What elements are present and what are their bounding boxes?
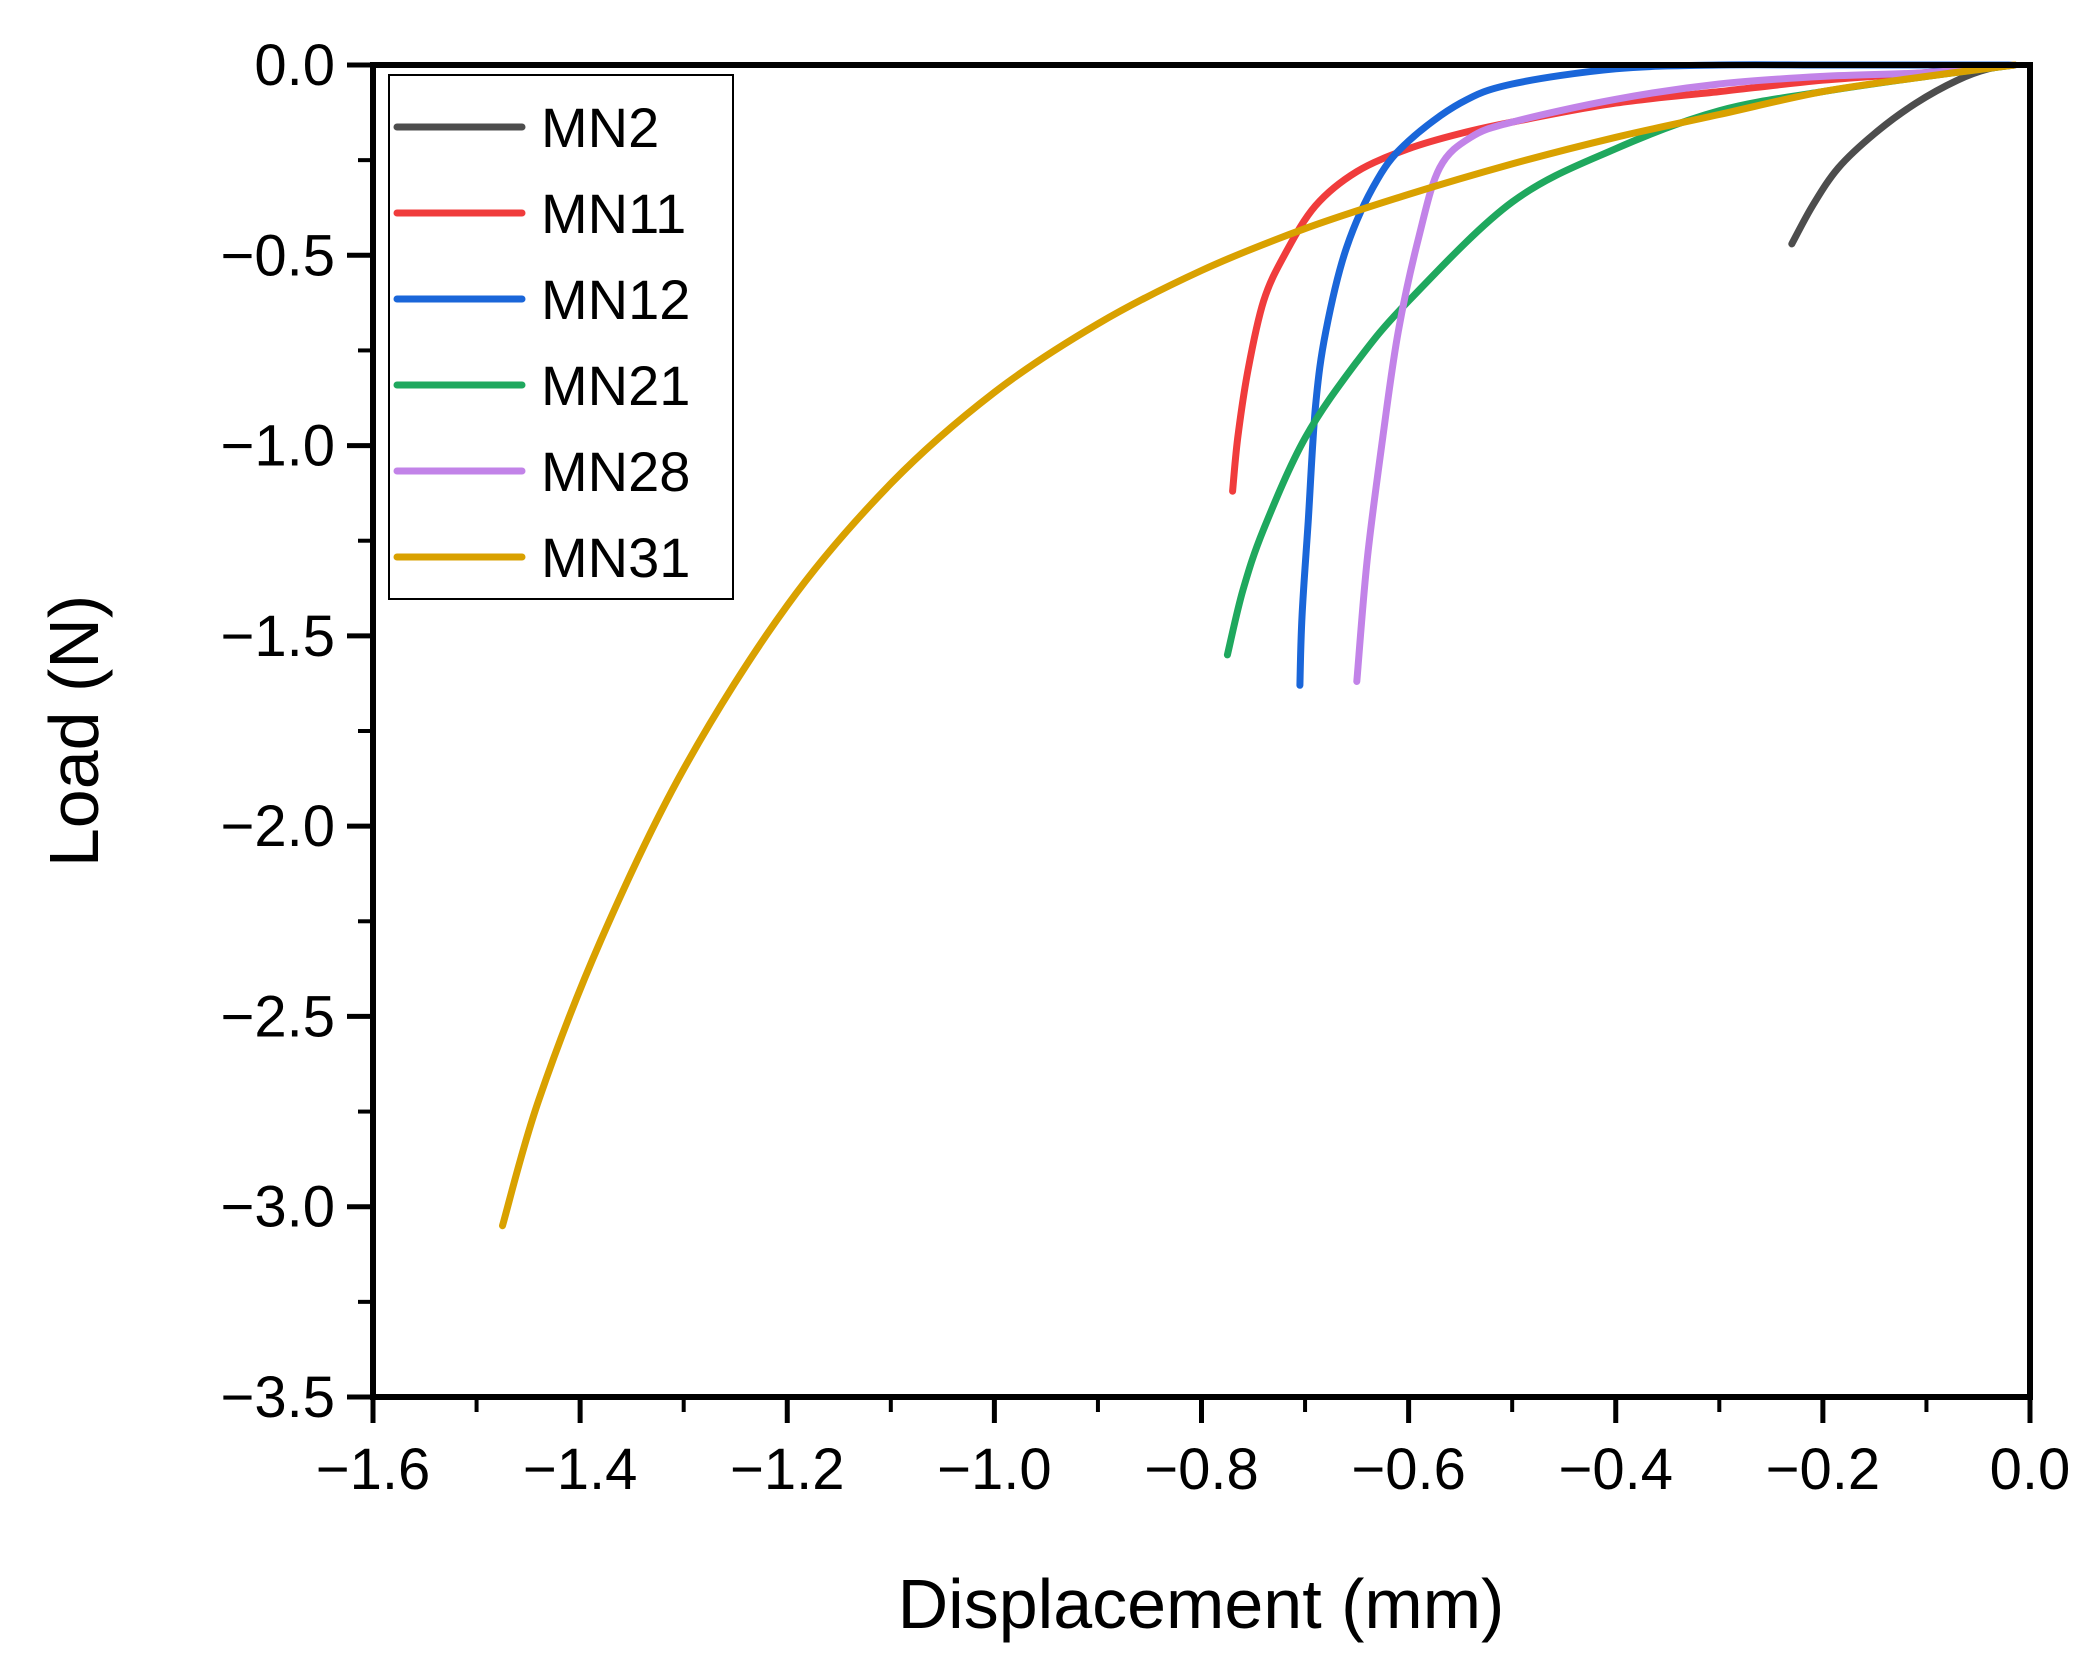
x-tick-label: −1.6 — [316, 1437, 431, 1502]
legend-items: MN2 MN11 MN12 MN21 MN28 MN31 — [393, 96, 690, 589]
y-tick-label: −3.0 — [221, 1175, 336, 1240]
legend-label-mn11: MN11 — [541, 182, 686, 245]
legend-label-mn12: MN12 — [541, 268, 690, 331]
x-tick-label: −0.4 — [1559, 1437, 1674, 1502]
plot-frame — [370, 62, 2033, 1400]
y-tick-label: 0.0 — [254, 33, 335, 98]
x-axis-title: Displacement (mm) — [898, 1565, 1505, 1643]
x-tick-label: 0.0 — [1990, 1437, 2071, 1502]
legend-label-mn31: MN31 — [541, 526, 690, 589]
x-tick-label: −1.2 — [730, 1437, 845, 1502]
axis-tick-labels: −1.6 −1.4 −1.2 −1.0 −0.8 −0.6 −0.4 −0.2 0.0 0.0 −0… — [221, 33, 2071, 1502]
x-tick-label: −0.6 — [1351, 1437, 1466, 1502]
series-line-mn28 — [1353, 61, 2018, 685]
series-line-mn11 — [1229, 61, 2018, 495]
legend-label-mn2: MN2 — [541, 96, 659, 159]
y-tick-label: −1.5 — [221, 604, 336, 669]
y-tick-label: −2.0 — [221, 794, 336, 859]
legend-label-mn28: MN28 — [541, 440, 690, 503]
x-tick-label: −1.0 — [937, 1437, 1052, 1502]
y-tick-label: −3.5 — [221, 1365, 336, 1430]
y-tick-label: −2.5 — [221, 984, 336, 1049]
legend-label-mn21: MN21 — [541, 354, 690, 417]
x-tick-label: −0.2 — [1766, 1437, 1881, 1502]
y-tick-label: −1.0 — [221, 414, 336, 479]
series-line-mn31 — [499, 61, 2018, 1230]
legend: MN2 MN11 MN12 MN21 MN28 MN31 — [388, 74, 734, 600]
y-axis-title: Load (N) — [35, 595, 113, 867]
axis-ticks — [347, 62, 2033, 1423]
y-tick-label: −0.5 — [221, 223, 336, 288]
legend-box — [388, 74, 734, 600]
x-tick-label: −1.4 — [523, 1437, 638, 1502]
x-tick-label: −0.8 — [1144, 1437, 1259, 1502]
